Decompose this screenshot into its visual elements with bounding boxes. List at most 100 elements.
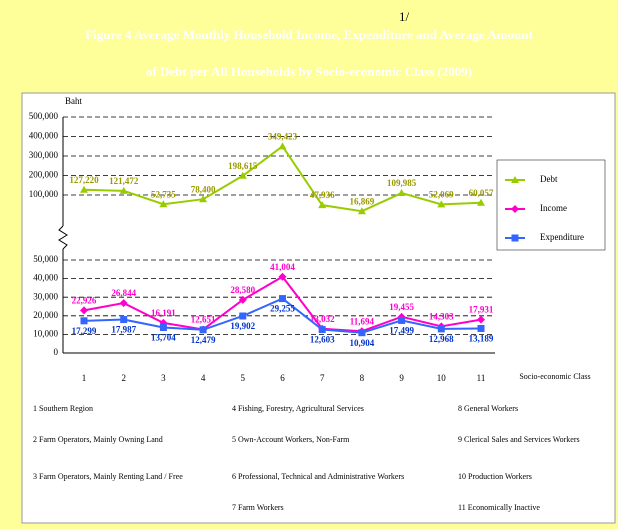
- marker: [119, 186, 128, 194]
- marker: [437, 200, 446, 208]
- data-label: 47,936: [310, 190, 335, 200]
- category-note: 8 General Workers: [458, 404, 518, 413]
- data-label: 13,189: [469, 334, 494, 344]
- marker: [159, 324, 167, 332]
- marker: [199, 195, 208, 203]
- marker: [358, 329, 366, 337]
- data-label: 12,968: [429, 334, 454, 344]
- x-tick-label: 5: [241, 373, 246, 383]
- marker: [278, 142, 287, 150]
- category-note: 3 Farm Operators, Mainly Renting Land / …: [33, 472, 183, 481]
- category-note: 10 Production Workers: [458, 472, 532, 481]
- x-tick-label: 6: [280, 373, 285, 383]
- y-tick-label: 20,000: [33, 310, 58, 320]
- data-label: 127,220: [69, 175, 99, 185]
- legend-label: Income: [540, 203, 567, 213]
- category-note: 5 Own-Account Workers, Non-Farm: [232, 435, 350, 444]
- marker: [511, 176, 519, 183]
- legend-label: Debt: [540, 174, 558, 184]
- chart-title: of Debt per All Households by Socio-econ…: [146, 64, 472, 79]
- data-label: 78,400: [191, 184, 216, 194]
- category-note: 9 Clerical Sales and Services Workers: [458, 435, 580, 444]
- category-note: 1 Southern Region: [33, 404, 93, 413]
- y-tick-label: 200,000: [29, 170, 59, 180]
- x-axis-label: Socio-economic Class: [519, 372, 590, 381]
- data-label: 16,191: [151, 308, 176, 318]
- data-label: 109,985: [387, 178, 417, 188]
- marker: [511, 205, 519, 213]
- x-tick-label: 8: [360, 373, 365, 383]
- data-label: 17,299: [72, 326, 97, 336]
- marker: [477, 324, 485, 332]
- data-label: 10,904: [350, 338, 375, 348]
- legend-label: Expenditure: [540, 232, 584, 242]
- y-axis-label: Baht: [65, 96, 82, 106]
- data-label: 16,869: [350, 196, 375, 206]
- data-label: 17,499: [389, 326, 414, 336]
- data-label: 17,987: [111, 325, 136, 335]
- marker: [119, 299, 128, 308]
- data-label: 52,069: [429, 189, 454, 199]
- y-tick-label: 100,000: [29, 189, 59, 199]
- category-note: 6 Professional, Technical and Administra…: [232, 472, 404, 481]
- category-note: 7 Farm Workers: [232, 503, 284, 512]
- marker: [318, 201, 327, 209]
- marker: [239, 312, 247, 320]
- x-tick-label: 2: [121, 373, 126, 383]
- x-tick-label: 7: [320, 373, 325, 383]
- y-tick-label: 50,000: [33, 254, 58, 264]
- data-label: 19,902: [230, 321, 255, 331]
- y-tick-label: 30,000: [33, 291, 58, 301]
- data-label: 22,926: [72, 295, 97, 305]
- data-label: 121,472: [109, 176, 139, 186]
- data-label: 29,255: [270, 304, 295, 314]
- chart-title: Figure 4 Average Monthly Household Incom…: [85, 27, 533, 42]
- marker: [477, 198, 485, 206]
- marker: [279, 295, 286, 303]
- marker: [80, 306, 88, 315]
- data-label: 349,423: [268, 131, 298, 141]
- marker: [318, 326, 326, 334]
- data-label: 28,580: [230, 285, 255, 295]
- marker: [398, 316, 406, 324]
- x-tick-label: 10: [437, 373, 447, 383]
- axis-break: [58, 225, 68, 250]
- data-label: 17,931: [469, 305, 494, 315]
- marker: [80, 317, 88, 325]
- category-note: 4 Fishing, Forestry, Agricultural Servic…: [232, 404, 364, 413]
- marker: [511, 234, 519, 242]
- data-label: 14,303: [429, 311, 454, 321]
- data-label: 41,004: [270, 262, 295, 272]
- marker: [397, 189, 406, 197]
- data-label: 52,735: [151, 189, 176, 199]
- data-label: 12,603: [310, 335, 335, 345]
- data-label: 11,694: [350, 316, 375, 326]
- x-tick-label: 4: [201, 373, 206, 383]
- y-tick-label: 300,000: [29, 150, 59, 160]
- y-tick-label: 400,000: [29, 131, 59, 141]
- data-label: 60,057: [469, 188, 494, 198]
- marker: [437, 325, 445, 333]
- marker: [199, 326, 207, 334]
- category-note: 11 Economically Inactive: [458, 503, 540, 512]
- plot-panel: [21, 92, 616, 524]
- marker: [477, 315, 485, 324]
- y-tick-label: 40,000: [33, 273, 58, 283]
- marker: [159, 200, 168, 208]
- data-label: 13,704: [151, 333, 176, 343]
- y-tick-label: 10,000: [33, 328, 58, 338]
- data-label: 198,615: [228, 161, 258, 171]
- data-label: 19,455: [389, 302, 414, 312]
- marker: [120, 316, 128, 324]
- marker: [357, 207, 366, 215]
- marker: [238, 171, 247, 179]
- data-label: 26,844: [111, 288, 136, 298]
- y-tick-label: 500,000: [29, 111, 59, 121]
- marker: [278, 272, 287, 281]
- x-tick-label: 11: [477, 373, 486, 383]
- data-label: 12,651: [191, 315, 216, 325]
- x-tick-label: 1: [82, 373, 87, 383]
- data-label: 12,479: [191, 335, 216, 345]
- category-note: 2 Farm Operators, Mainly Owning Land: [33, 435, 163, 444]
